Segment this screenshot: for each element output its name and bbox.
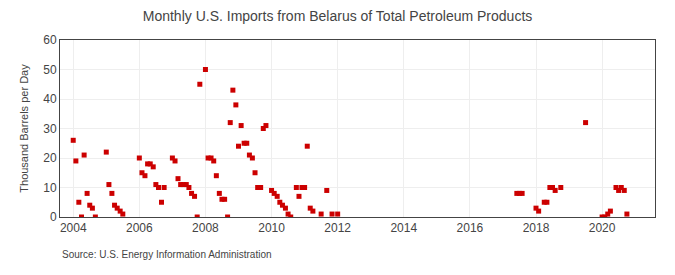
svg-text:2020: 2020 — [589, 221, 616, 235]
svg-text:40: 40 — [43, 92, 57, 106]
svg-text:2014: 2014 — [390, 221, 417, 235]
svg-text:0: 0 — [50, 210, 57, 224]
svg-text:Source: U.S. Energy Informatio: Source: U.S. Energy Information Administ… — [62, 249, 272, 260]
svg-text:Thousand Barrels per Day: Thousand Barrels per Day — [18, 64, 30, 193]
svg-text:50: 50 — [43, 63, 57, 77]
svg-text:20: 20 — [43, 151, 57, 165]
svg-text:2016: 2016 — [457, 221, 484, 235]
svg-text:Monthly U.S. Imports from Bela: Monthly U.S. Imports from Belarus of Tot… — [143, 8, 533, 24]
svg-text:60: 60 — [43, 33, 57, 47]
svg-text:2010: 2010 — [258, 221, 285, 235]
svg-text:30: 30 — [43, 122, 57, 136]
svg-text:2004: 2004 — [60, 221, 87, 235]
svg-text:2008: 2008 — [192, 221, 219, 235]
svg-text:10: 10 — [43, 181, 57, 195]
svg-text:2012: 2012 — [324, 221, 351, 235]
svg-text:2018: 2018 — [523, 221, 550, 235]
svg-text:2006: 2006 — [126, 221, 153, 235]
